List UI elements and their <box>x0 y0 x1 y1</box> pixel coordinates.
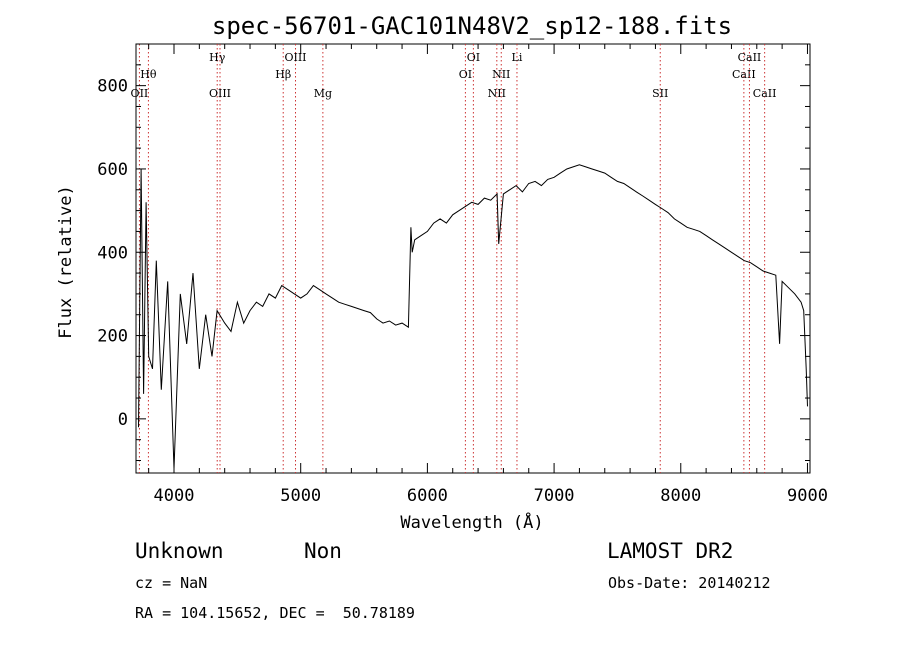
spectral-line-label: OII <box>131 87 149 100</box>
spectral-line-markers: HθOIIHγOIIIHβOIIIMgOIOINIINIILiSIICaIICa… <box>131 44 777 473</box>
cz-value: cz = NaN <box>135 574 208 592</box>
spectral-line-label: SII <box>652 87 668 100</box>
spectral-line-label: Li <box>512 51 523 64</box>
x-tick-label: 5000 <box>280 486 321 506</box>
obs-date: Obs-Date: 20140212 <box>608 574 771 592</box>
class-label: Unknown <box>135 539 224 563</box>
spectral-line-label: Hβ <box>275 68 291 81</box>
spectral-line-label: OI <box>467 51 480 64</box>
spectral-line-label: NII <box>492 68 510 81</box>
spectral-line-label: CaII <box>753 87 777 100</box>
x-axis-label: Wavelength (Å) <box>400 511 543 533</box>
y-tick-label: 800 <box>97 77 128 97</box>
spectral-line-label: Mg <box>314 87 332 100</box>
subclass-label: Non <box>304 539 342 563</box>
spectral-line-label: Hγ <box>209 51 226 64</box>
spectral-line-label: OI <box>459 68 472 81</box>
spectral-line-label: Hθ <box>140 68 157 81</box>
y-tick-label: 600 <box>97 160 128 180</box>
x-tick-label: 6000 <box>407 486 448 506</box>
spectral-line-label: NII <box>488 87 506 100</box>
ra-dec: RA = 104.15652, DEC = 50.78189 <box>135 604 415 622</box>
y-tick-label: 400 <box>97 243 128 263</box>
y-tick-label: 0 <box>118 410 128 430</box>
y-tick-label: 200 <box>97 327 128 347</box>
x-tick-label: 8000 <box>660 486 701 506</box>
spectrum-line <box>138 164 808 469</box>
y-axis-label: Flux (relative) <box>56 185 76 339</box>
spectral-line-label: OIII <box>284 51 306 64</box>
spectral-line-label: OIII <box>209 87 231 100</box>
survey-label: LAMOST DR2 <box>607 539 734 563</box>
x-tick-label: 4000 <box>154 486 195 506</box>
chart-title: spec-56701-GAC101N48V2_sp12-188.fits <box>212 12 732 40</box>
x-tick-label: 9000 <box>787 486 828 506</box>
x-tick-label: 7000 <box>534 486 575 506</box>
axis-ticks: 4000 5000 6000 7000 8000 9000 0 200 400 600 800 <box>97 43 828 506</box>
spectral-line-label: CaII <box>738 51 762 64</box>
spectral-line-label: CaII <box>732 68 756 81</box>
